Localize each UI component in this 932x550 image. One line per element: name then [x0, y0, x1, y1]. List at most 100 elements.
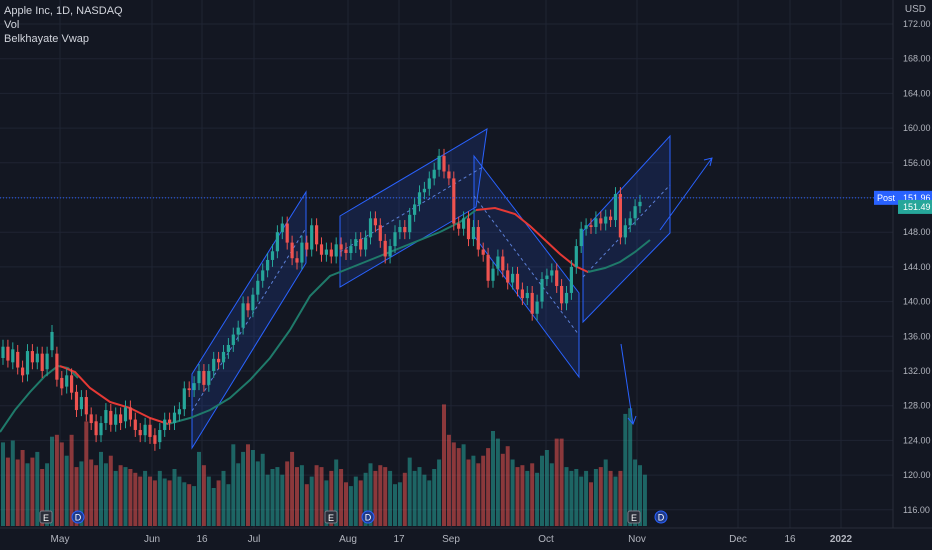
date-label: Oct: [538, 534, 554, 545]
candle-body: [535, 301, 539, 314]
volume-bar: [495, 438, 500, 526]
date-label: 16: [196, 534, 208, 545]
candle-body: [574, 246, 578, 267]
volume-bar: [69, 434, 74, 526]
candle-body: [584, 225, 588, 229]
candle-body: [486, 254, 490, 281]
price-tick-label: 172.00: [903, 19, 931, 29]
earnings-label: E: [328, 513, 334, 523]
candle-body: [525, 292, 529, 299]
candle-body: [153, 435, 157, 444]
volume-bar: [378, 465, 383, 526]
volume-bar: [246, 444, 250, 526]
volume-bar: [162, 478, 167, 526]
volume-bar: [84, 421, 89, 526]
candle-body: [589, 225, 593, 227]
candle-body: [310, 225, 314, 250]
trend-arrow-head: [703, 157, 713, 167]
volume-bar: [358, 480, 363, 526]
date-label: Sep: [442, 534, 460, 545]
price-tick-label: 116.00: [903, 505, 930, 515]
date-label: 17: [393, 534, 405, 545]
volume-bar: [481, 455, 486, 526]
volume-bar: [182, 482, 187, 526]
candle-body: [266, 259, 270, 271]
candle-body: [427, 178, 431, 189]
vwap-line: [475, 206, 589, 273]
volume-bar: [79, 461, 84, 526]
candle-body: [555, 270, 559, 286]
candle-body: [398, 226, 402, 233]
volume-bar: [412, 470, 417, 526]
price-tick-label: 164.00: [903, 88, 931, 98]
volume-bar: [280, 474, 285, 526]
candle-body: [55, 353, 59, 380]
candle-body: [89, 414, 93, 424]
candle-body: [564, 292, 569, 304]
candle-body: [447, 171, 451, 179]
volume-bar: [540, 455, 544, 526]
volume-bar: [35, 451, 40, 526]
volume-label[interactable]: Vol: [4, 19, 20, 31]
volume-bar: [216, 480, 221, 526]
volume-bar: [250, 450, 255, 526]
price-tick-label: 136.00: [903, 331, 931, 341]
volume-bar: [103, 463, 108, 526]
candle-body: [520, 289, 524, 299]
candle-body: [609, 216, 613, 221]
candle-body: [275, 232, 279, 252]
earnings-label: E: [631, 513, 637, 523]
volume-bar: [618, 470, 623, 526]
candle-body: [192, 383, 196, 391]
volume-bar: [446, 434, 451, 526]
candle-body: [40, 353, 44, 371]
volume-bar: [471, 455, 476, 526]
candle-body: [599, 218, 603, 224]
volume-bar: [5, 457, 10, 526]
candle-body: [246, 303, 250, 311]
volume-bar: [260, 453, 265, 526]
currency-unit[interactable]: USD: [904, 4, 926, 15]
candle-body: [501, 256, 505, 271]
dividend-label: D: [75, 513, 82, 523]
volume-bar: [192, 486, 197, 526]
candle-body: [638, 201, 642, 207]
date-label: 16: [784, 534, 796, 545]
price-tick-label: 124.00: [903, 435, 931, 445]
candle-body: [613, 194, 618, 221]
candle-body: [50, 331, 54, 351]
candle-body: [491, 268, 495, 281]
date-label: 2022: [830, 534, 853, 545]
volume-bar: [30, 457, 35, 526]
candle-body: [163, 419, 167, 430]
volume-bar: [299, 465, 304, 526]
candle-body: [99, 423, 103, 436]
candle-body: [462, 218, 466, 229]
volume-bar: [226, 484, 231, 526]
candle-body: [84, 397, 88, 415]
volume-bar: [157, 470, 162, 526]
price-tick-label: 156.00: [903, 158, 931, 168]
candle-body: [261, 270, 265, 281]
volume-bar: [148, 476, 152, 526]
dividend-icon: [654, 510, 668, 524]
volume-bar: [64, 455, 69, 526]
volume-bar: [241, 451, 246, 526]
volume-bar: [143, 470, 148, 526]
symbol-title[interactable]: Apple Inc, 1D, NASDAQ: [4, 5, 123, 17]
volume-bar: [54, 434, 59, 526]
volume-bar: [211, 488, 216, 526]
volume-bar: [344, 482, 348, 526]
volume-bar: [554, 438, 559, 526]
candle-body: [545, 275, 549, 280]
date-label: Nov: [628, 534, 646, 545]
volume-bar: [593, 469, 598, 526]
earnings-icon: [627, 510, 641, 524]
volume-bar: [172, 469, 177, 526]
candle-body: [65, 375, 69, 387]
volume-bar: [304, 484, 309, 526]
indicator-label[interactable]: Belkhayate Vwap: [4, 33, 89, 45]
volume-bar: [584, 470, 589, 526]
candle-body: [148, 424, 152, 437]
